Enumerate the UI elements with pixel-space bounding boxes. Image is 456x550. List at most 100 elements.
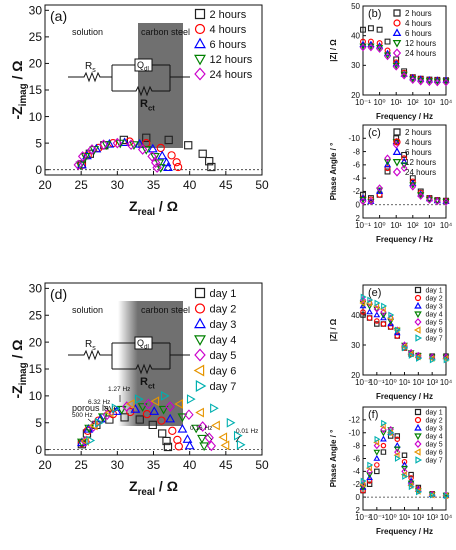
series — [75, 139, 166, 173]
data-point — [433, 197, 441, 206]
x-tick-label: 35 — [147, 458, 161, 472]
y-tick-label: -10 — [348, 429, 360, 438]
y-tick-label: -8 — [353, 147, 361, 156]
data-point — [210, 403, 219, 414]
data-point — [380, 314, 387, 321]
x-axis-label: Frequency / Hz — [376, 112, 433, 121]
data-point — [152, 162, 162, 173]
legend-marker — [194, 303, 206, 314]
legend-label: 4 hours — [405, 19, 432, 28]
data-point — [426, 78, 433, 87]
circuit-inset: solution carbon steel porous layer — [68, 301, 190, 426]
data-point — [155, 164, 166, 173]
x-tick-label: 25 — [74, 178, 88, 192]
data-point — [381, 419, 388, 427]
data-point — [374, 299, 381, 307]
x-tick-label: 10⁴ — [440, 378, 453, 387]
legend-label: 4 hours — [210, 24, 247, 36]
legend-marker — [414, 317, 422, 327]
legend-label: 12 hours — [210, 54, 253, 66]
y-tick-label: -2 — [353, 187, 361, 196]
series — [77, 137, 183, 172]
porous-layer — [118, 301, 138, 426]
y-tick-label: 30 — [351, 341, 360, 350]
data-point — [168, 426, 177, 435]
y-tick-label: -2 — [353, 480, 361, 489]
label-part: dl — [144, 344, 149, 351]
x-axis-label: Zreal / Ω — [129, 478, 178, 498]
data-point — [104, 138, 115, 148]
label-part: R — [140, 98, 148, 110]
label-part: Q — [137, 60, 144, 70]
data-point — [137, 144, 148, 155]
series — [359, 43, 450, 87]
legend-marker — [392, 48, 402, 58]
annotation-arrow — [235, 435, 241, 443]
data-point — [394, 326, 401, 334]
x-tick-label: 50 — [255, 458, 269, 472]
data-point — [177, 423, 188, 433]
data-point — [417, 190, 425, 197]
data-point — [374, 468, 380, 475]
data-point — [394, 436, 401, 442]
legend-marker — [393, 19, 401, 27]
data-point — [73, 159, 83, 171]
legend-label: day 5 — [426, 319, 443, 326]
data-point — [134, 394, 144, 405]
data-point — [157, 416, 166, 425]
frequency-label: 1.27 Hz — [108, 386, 130, 393]
legend-marker — [194, 348, 206, 362]
data-point — [77, 151, 88, 162]
data-point — [409, 73, 417, 81]
x-tick-label: 10¹ — [399, 378, 411, 387]
data-point — [184, 409, 194, 421]
data-point — [85, 149, 94, 158]
data-point — [429, 356, 436, 364]
label-part: ct — [148, 381, 155, 390]
data-point — [164, 135, 173, 145]
label-part: Q — [137, 338, 144, 348]
data-point — [366, 315, 373, 321]
x-tick-label: 10⁰ — [385, 378, 397, 387]
annotation-arrow — [204, 431, 213, 441]
data-point — [89, 146, 100, 155]
legend-marker — [415, 334, 423, 342]
data-point — [163, 162, 173, 171]
data-point — [380, 312, 387, 319]
data-point — [95, 417, 104, 428]
x-tick-label: 20 — [38, 178, 52, 192]
rs-label: Rs — [85, 339, 96, 352]
data-point — [401, 467, 408, 475]
legend-label: day 3 — [426, 303, 443, 310]
legend-marker — [194, 287, 206, 299]
legend-marker — [413, 448, 421, 456]
data-point — [359, 43, 367, 52]
data-point — [160, 390, 170, 401]
data-point — [80, 152, 91, 162]
data-point — [360, 312, 366, 318]
data-point — [388, 429, 395, 437]
legend-marker — [393, 128, 401, 136]
x-tick-label: 10³ — [426, 513, 438, 522]
data-point — [383, 159, 392, 166]
data-point — [367, 197, 375, 206]
x-tick-label: 10⁻¹ — [369, 378, 385, 387]
data-point — [387, 320, 395, 327]
data-point — [373, 454, 381, 461]
legend-label: day 5 — [426, 441, 443, 448]
data-point — [384, 168, 391, 175]
legend-label: day 4 — [426, 433, 443, 440]
x-tick-label: 10⁰ — [374, 221, 386, 230]
rs-label: Rs — [85, 61, 96, 74]
data-point — [417, 75, 425, 82]
data-point — [443, 492, 450, 500]
legend-label: day 2 — [210, 303, 237, 315]
data-point — [236, 439, 246, 450]
legend-label: 24 hours — [210, 69, 253, 81]
x-axis-label: Frequency / Hz — [376, 392, 433, 401]
data-point — [165, 401, 175, 412]
data-point — [360, 477, 367, 485]
data-point — [360, 26, 366, 33]
circuit-wire — [68, 349, 112, 361]
data-point — [173, 435, 182, 445]
